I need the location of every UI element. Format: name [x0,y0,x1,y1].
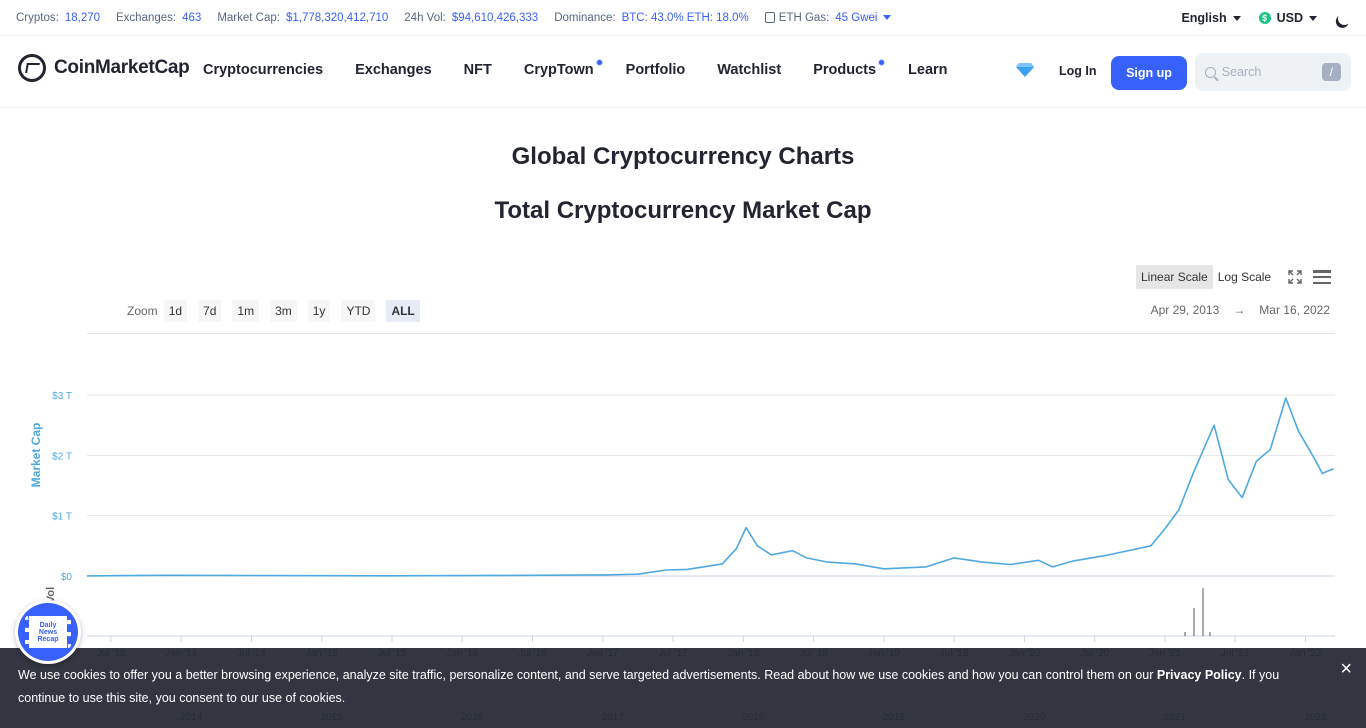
y-tick-label: $2 T [52,451,72,462]
nav-cryptocurrencies[interactable]: Cryptocurrencies [203,62,324,78]
cookie-text-2: . If you continue to use this site, you … [18,668,1280,705]
diamond-icon[interactable] [1016,63,1034,77]
fullscreen-icon[interactable] [1288,270,1302,284]
nav-nft[interactable]: NFT [463,62,492,78]
nav-cryptown-wrap: CrypTown [523,59,603,78]
nav-links: Cryptocurrencies Exchanges NFT CrypTown … [203,59,948,78]
news-recap-label: Daily News Recap [25,616,71,648]
stat-exchanges-value[interactable]: 463 [182,11,202,24]
new-dot-icon [878,59,886,66]
main-navbar: CoinMarketCap Cryptocurrencies Exchanges… [0,36,1366,108]
stat-volume-label: 24h Vol: [404,11,446,24]
scale-toggle: Linear Scale Log Scale [1136,265,1276,289]
gas-pump-icon [764,12,775,23]
dollar-icon: $ [1258,12,1271,24]
zoom-controls: Zoom 1d 7d 1m 3m 1y YTD ALL [127,300,431,322]
volume-axis-label: Vol [45,587,57,603]
y-axis-label: Market Cap [29,423,43,488]
stat-cryptos-label: Cryptos: [16,11,59,24]
new-dot-icon [595,59,603,66]
y-tick-label: $3 T [52,391,72,402]
currency-selector[interactable]: $ USD [1258,11,1317,25]
nav-watchlist[interactable]: Watchlist [717,62,782,78]
stat-exchanges-label: Exchanges: [116,11,177,24]
log-scale-button[interactable]: Log Scale [1213,265,1276,289]
zoom-1y-button[interactable]: 1y [307,300,331,322]
stat-marketcap-value[interactable]: $1,778,320,412,710 [285,11,389,24]
stat-cryptos[interactable]: Cryptos: 18,270 [16,12,100,24]
stat-volume[interactable]: 24h Vol: $94,610,426,333 [404,12,538,24]
zoom-all-button[interactable]: ALL [386,300,420,322]
top-right-settings: English $ USD [1163,0,1348,36]
chart-divider [87,333,1335,334]
search-shortcut-key: / [1321,63,1341,81]
language-selector[interactable]: English [1181,11,1241,25]
logo-icon [18,54,46,82]
logo[interactable]: CoinMarketCap [18,54,190,82]
page-title: Global Cryptocurrency Charts [511,143,855,170]
currency-label: USD [1276,11,1303,25]
login-link[interactable]: Log In [1059,64,1097,78]
range-from-input[interactable]: Apr 29, 2013 [1150,303,1220,317]
cookie-text: We use cookies to offer you a better bro… [18,668,1157,682]
stat-dominance[interactable]: Dominance: BTC: 43.0% ETH: 18.0% [554,12,749,24]
market-cap-line [86,397,1334,577]
daily-news-recap-button[interactable]: Daily News Recap [15,600,81,664]
nav-learn[interactable]: Learn [908,62,948,78]
dark-mode-toggle[interactable] [1335,12,1348,25]
y-tick-label: $1 T [52,512,72,523]
stat-volume-value[interactable]: $94,610,426,333 [451,11,539,24]
nav-cryptown[interactable]: CrypTown [523,62,594,78]
search-input[interactable] [1221,65,1322,79]
range-arrow: → [1233,303,1246,317]
stat-marketcap-label: Market Cap: [217,11,280,24]
stat-cryptos-value[interactable]: 18,270 [64,11,101,24]
nav-products[interactable]: Products [813,62,877,78]
date-range: Apr 29, 2013 → Mar 16, 2022 [1151,303,1330,317]
global-stats-bar: Cryptos: 18,270 Exchanges: 463 Market Cap:… [0,0,1366,36]
stat-exchanges[interactable]: Exchanges: 463 [116,12,201,24]
linear-scale-button[interactable]: Linear Scale [1136,265,1213,289]
logo-text: CoinMarketCap [54,57,190,78]
zoom-ytd-button[interactable]: YTD [341,300,376,322]
chevron-down-icon [1232,15,1241,21]
range-to-input[interactable]: Mar 16, 2022 [1259,303,1330,317]
stat-dominance-value[interactable]: BTC: 43.0% ETH: 18.0% [621,11,749,24]
stat-eth-gas-value[interactable]: 45 Gwei [835,11,878,24]
zoom-1m-button[interactable]: 1m [232,300,260,322]
nav-portfolio[interactable]: Portfolio [625,62,686,78]
cookie-banner: We use cookies to offer you a better bro… [0,648,1366,728]
stat-dominance-label: Dominance: [554,11,616,24]
y-tick-label: $0 [61,572,73,583]
chart-menu-icon[interactable] [1313,270,1331,284]
search-icon [1205,66,1216,78]
stat-eth-gas[interactable]: ETH Gas: 45 Gwei [764,11,892,24]
privacy-policy-link[interactable]: Privacy Policy [1156,668,1242,682]
nav-products-wrap: Products [813,59,886,78]
signup-button[interactable]: Sign up [1111,56,1187,90]
zoom-1d-button[interactable]: 1d [163,300,188,322]
chart-title: Total Cryptocurrency Market Cap [494,197,872,224]
language-label: English [1181,11,1227,25]
zoom-label: Zoom [127,304,158,318]
chevron-down-icon [1309,15,1317,21]
stat-marketcap[interactable]: Market Cap: $1,778,320,412,710 [217,12,388,24]
zoom-3m-button[interactable]: 3m [270,300,297,322]
chevron-down-icon [883,15,892,20]
close-icon[interactable]: × [1340,658,1352,680]
stat-eth-gas-label: ETH Gas: [778,11,830,24]
zoom-7d-button[interactable]: 7d [198,300,222,322]
search-box[interactable]: / [1195,53,1351,91]
nav-exchanges[interactable]: Exchanges [355,62,432,78]
